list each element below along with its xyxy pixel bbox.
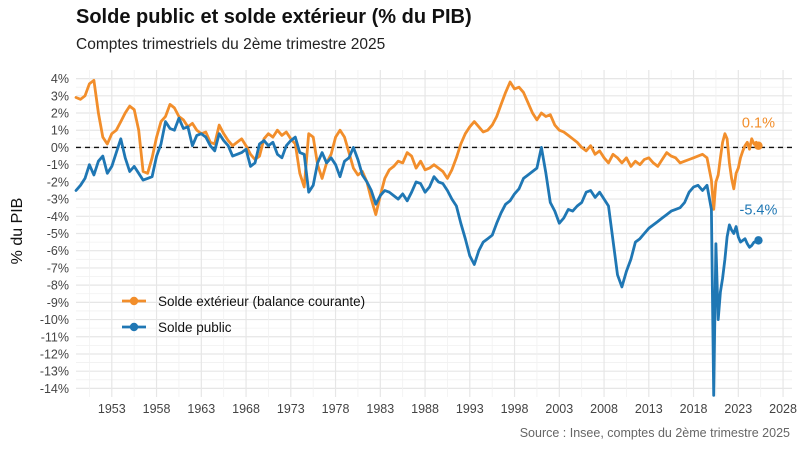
y-tick-label: 4% <box>51 72 69 86</box>
x-tick-label: 1973 <box>277 402 305 416</box>
series-end-point <box>754 236 763 245</box>
x-tick-label: 1978 <box>322 402 350 416</box>
legend-label: Solde extérieur (balance courante) <box>158 294 365 309</box>
y-tick-label: -7% <box>47 261 69 275</box>
x-tick-label: 1958 <box>143 402 171 416</box>
x-axis-ticks: 1953 1958 1963 1968 1973 1978 1983 1988 1993 1998… <box>98 402 797 416</box>
series-layer: 0.1% -5.4% <box>74 78 777 397</box>
y-tick-label: -9% <box>47 296 69 310</box>
legend: Solde extérieur (balance courante) Solde … <box>122 294 365 335</box>
y-tick-label: 1% <box>51 124 69 138</box>
y-tick-label: -8% <box>47 279 69 293</box>
y-tick-label: -5% <box>47 227 69 241</box>
y-tick-label: -13% <box>40 365 69 379</box>
y-axis-label: % du PIB <box>9 198 26 265</box>
x-tick-label: 1998 <box>501 402 529 416</box>
y-axis-ticks: 4% 3% 2% 1% 0% -1% -2% -3% -4% -5% -6% -7% -8% -9% -10… <box>40 72 69 396</box>
chart-subtitle: Comptes trimestriels du 2ème trimestre 2… <box>76 36 386 53</box>
series-line-solde-exterieur <box>74 78 760 216</box>
x-tick-label: 2018 <box>680 402 708 416</box>
x-tick-label: 1988 <box>411 402 439 416</box>
y-tick-label: -14% <box>40 382 69 396</box>
series-end-label: 0.1% <box>742 116 775 132</box>
x-tick-label: 2023 <box>724 402 752 416</box>
source-note: Source : Insee, comptes du 2ème trimestr… <box>519 426 790 440</box>
y-tick-label: -4% <box>47 210 69 224</box>
y-tick-label: 2% <box>51 107 69 121</box>
series-line-solde-public <box>74 116 760 397</box>
y-tick-label: 0% <box>51 141 69 155</box>
legend-swatch-point <box>129 296 139 306</box>
x-tick-label: 2003 <box>545 402 573 416</box>
y-tick-label: -3% <box>47 193 69 207</box>
y-tick-label: -6% <box>47 244 69 258</box>
y-tick-label: -2% <box>47 175 69 189</box>
y-tick-label: 3% <box>51 89 69 103</box>
legend-label: Solde public <box>158 320 232 335</box>
x-tick-label: 2028 <box>769 402 797 416</box>
series-end-point <box>754 141 763 150</box>
series-end-label: -5.4% <box>739 202 777 218</box>
y-tick-label: -1% <box>47 158 69 172</box>
legend-swatch-point <box>129 322 139 332</box>
x-tick-label: 1983 <box>366 402 394 416</box>
y-tick-label: -12% <box>40 347 69 361</box>
x-tick-label: 2008 <box>590 402 618 416</box>
y-tick-label: -11% <box>41 330 69 344</box>
x-tick-label: 1968 <box>232 402 260 416</box>
chart-title: Solde public et solde extérieur (% du PI… <box>76 6 472 28</box>
x-tick-label: 1953 <box>98 402 126 416</box>
x-tick-label: 1993 <box>456 402 484 416</box>
y-tick-label: -10% <box>40 313 69 327</box>
x-tick-label: 2013 <box>635 402 663 416</box>
x-tick-label: 1963 <box>187 402 215 416</box>
